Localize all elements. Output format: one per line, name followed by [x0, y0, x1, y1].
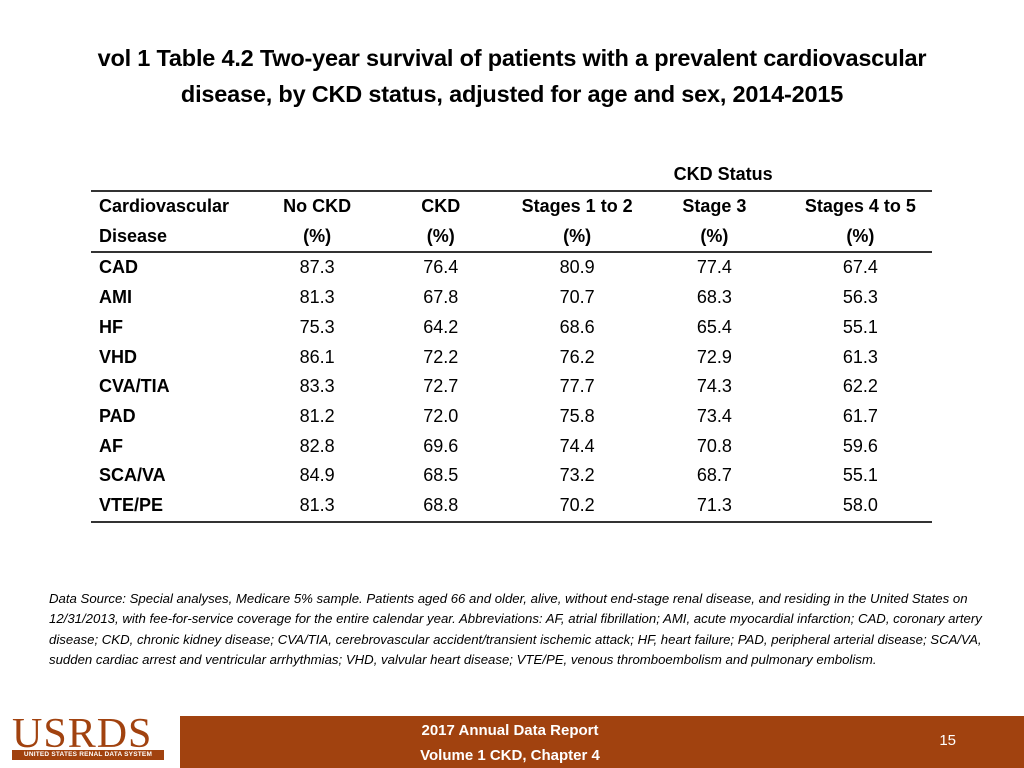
value-cell: 73.4	[696, 405, 732, 426]
table-row: HF 75.3 64.2 68.6 65.4 55.1	[91, 313, 932, 343]
table-row: VHD 86.1 72.2 76.2 72.9 61.3	[91, 343, 932, 373]
value-cell: 68.8	[367, 491, 515, 523]
page-title: vol 1 Table 4.2 Two-year survival of pat…	[20, 40, 1004, 112]
value-cell: 67.8	[423, 287, 459, 308]
disease-cell: CAD	[99, 257, 138, 278]
value-cell: 64.2	[423, 316, 459, 337]
table-row: AMI 81.3 67.8 70.7 68.3 56.3	[91, 283, 932, 313]
value-cell: 81.3	[299, 287, 335, 308]
table-row: CAD 87.3 76.4 80.9 77.4 67.4	[91, 252, 932, 283]
value-cell: 68.3	[696, 287, 732, 308]
table-row: VTE/PE 81.3 68.8 70.2 71.3 58.0	[91, 491, 932, 523]
header-cell: (%)	[267, 221, 368, 254]
value-cell: 80.9	[559, 257, 595, 278]
value-cell: 75.3	[299, 316, 335, 337]
header-cell: Disease	[91, 221, 268, 254]
report-line-2: Volume 1 CKD, Chapter 4	[420, 747, 600, 764]
data-source-footnote: Data Source: Special analyses, Medicare …	[49, 591, 982, 668]
disease-cell: VTE/PE	[91, 491, 268, 523]
ckd-status-header: CKD Status	[673, 164, 773, 185]
value-cell: 68.6	[559, 316, 595, 337]
value-cell: 68.7	[696, 465, 732, 486]
report-info: 2017 Annual Data Report Volume 1 CKD, Ch…	[375, 716, 645, 768]
survival-table: CKD Status Cardiovascular No CKD CKD Sta…	[91, 160, 932, 523]
usrds-logo: USRDS UNITED STATES RENAL DATA SYSTEM	[0, 711, 180, 768]
header-cell: (%)	[367, 221, 515, 254]
logo-text: USRDS	[12, 711, 153, 757]
header-cell: No CKD	[283, 196, 352, 216]
header-cell: CKD	[421, 196, 461, 216]
value-cell: 87.3	[299, 257, 335, 278]
value-cell: 77.4	[696, 257, 732, 278]
value-cell: 62.2	[842, 376, 878, 397]
value-cell: 82.8	[299, 435, 335, 456]
disease-cell: AF	[99, 435, 123, 456]
value-cell: 70.2	[514, 491, 640, 523]
value-cell: 72.0	[423, 405, 459, 426]
value-cell: 74.3	[696, 376, 732, 397]
value-cell: 73.2	[559, 465, 595, 486]
value-cell: 70.8	[696, 435, 732, 456]
group-header-row: CKD Status	[91, 160, 932, 191]
value-cell: 75.8	[559, 405, 595, 426]
value-cell: 61.3	[842, 346, 878, 367]
disease-cell: HF	[99, 316, 123, 337]
value-cell: 76.4	[423, 257, 459, 278]
table-row: SCA/VA 84.9 68.5 73.2 68.7 55.1	[91, 461, 932, 491]
value-cell: 59.6	[842, 435, 878, 456]
header-cell: (%)	[514, 221, 640, 254]
value-cell: 69.6	[423, 435, 459, 456]
disease-cell: SCA/VA	[99, 465, 166, 486]
value-cell: 81.2	[299, 405, 335, 426]
report-line-1: 2017 Annual Data Report	[421, 722, 599, 739]
disease-cell: VHD	[99, 346, 138, 367]
header-row-1: Cardiovascular No CKD CKD Stages 1 to 2 …	[91, 191, 932, 222]
value-cell: 74.4	[559, 435, 595, 456]
footer-bar: USRDS UNITED STATES RENAL DATA SYSTEM 20…	[0, 711, 1024, 768]
value-cell: 83.3	[299, 376, 335, 397]
value-cell: 55.1	[842, 316, 878, 337]
page-number: 15	[939, 732, 956, 749]
header-cell: (%)	[639, 221, 789, 254]
disease-cell: PAD	[99, 405, 136, 426]
value-cell: 72.7	[423, 376, 459, 397]
header-cell: Cardiovascular	[99, 196, 230, 216]
value-cell: 61.7	[842, 405, 878, 426]
data-table: CKD Status Cardiovascular No CKD CKD Sta…	[91, 160, 932, 523]
value-cell: 56.3	[842, 287, 878, 308]
logo-subtext: UNITED STATES RENAL DATA SYSTEM	[12, 750, 164, 760]
value-cell: 65.4	[696, 316, 732, 337]
value-cell: 81.3	[267, 491, 368, 523]
disease-cell: CVA/TIA	[99, 376, 170, 397]
value-cell: 67.4	[842, 257, 878, 278]
header-cell: Stages 1 to 2	[521, 196, 633, 216]
value-cell: 72.2	[423, 346, 459, 367]
header-cell: Stages 4 to 5	[804, 196, 916, 216]
value-cell: 72.9	[696, 346, 732, 367]
value-cell: 77.7	[559, 376, 595, 397]
value-cell: 68.5	[423, 465, 459, 486]
value-cell: 71.3	[639, 491, 789, 523]
disease-cell: AMI	[99, 287, 132, 308]
title-line-2: disease, by CKD status, adjusted for age…	[180, 81, 844, 107]
value-cell: 84.9	[299, 465, 335, 486]
value-cell: 76.2	[559, 346, 595, 367]
title-line-1: vol 1 Table 4.2 Two-year survival of pat…	[97, 45, 927, 71]
value-cell: 86.1	[299, 346, 335, 367]
table-row: PAD 81.2 72.0 75.8 73.4 61.7	[91, 402, 932, 432]
value-cell: 55.1	[842, 465, 878, 486]
value-cell: 70.7	[559, 287, 595, 308]
header-cell: (%)	[788, 221, 932, 254]
table-row: CVA/TIA 83.3 72.7 77.7 74.3 62.2	[91, 372, 932, 402]
header-cell: Stage 3	[682, 196, 747, 216]
table-row: AF 82.8 69.6 74.4 70.8 59.6	[91, 432, 932, 462]
header-row-2: Disease (%) (%) (%) (%) (%)	[91, 221, 932, 254]
value-cell: 58.0	[788, 491, 932, 523]
